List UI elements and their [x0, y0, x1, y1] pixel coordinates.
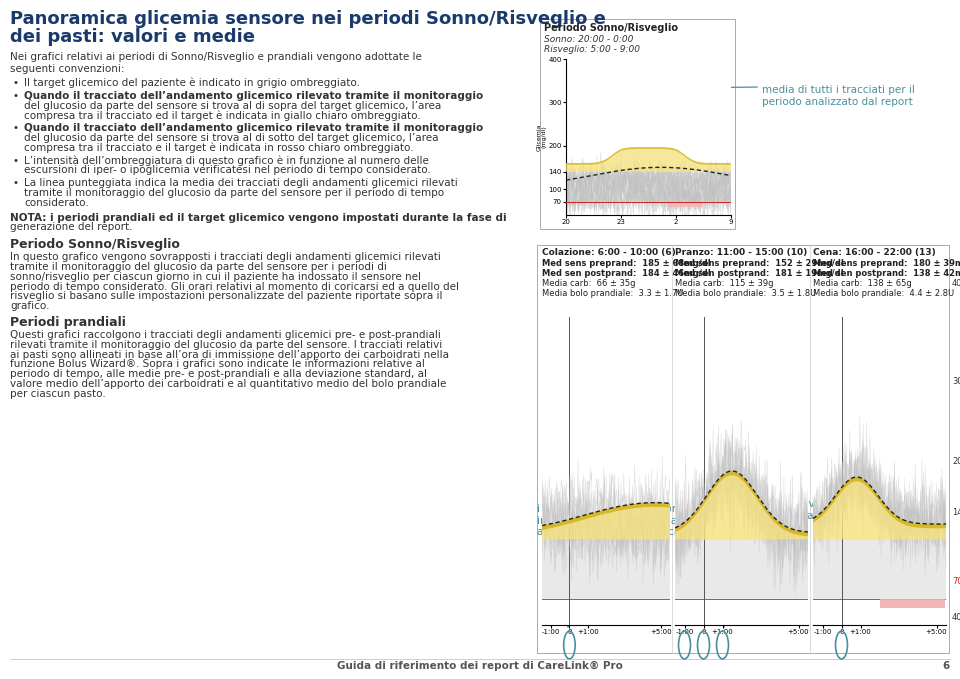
Text: •: •: [12, 123, 18, 133]
Text: dei pasti: valori e medie: dei pasti: valori e medie: [10, 28, 255, 46]
Text: •: •: [12, 178, 18, 188]
Text: Periodi prandiali: Periodi prandiali: [10, 316, 126, 329]
Text: per ciascun pasto.: per ciascun pasto.: [10, 389, 106, 399]
Text: Risveglio: 5:00 - 9:00: Risveglio: 5:00 - 9:00: [544, 45, 640, 54]
Text: •: •: [12, 78, 18, 88]
Text: Quando il tracciato dell’andamento glicemico rilevato tramite il monitoraggio: Quando il tracciato dell’andamento glice…: [24, 91, 483, 100]
Text: Sonno: 20:00 - 0:00: Sonno: 20:00 - 0:00: [544, 35, 634, 44]
Text: Il target glicemico del paziente è indicato in grigio ombreggiato.: Il target glicemico del paziente è indic…: [24, 78, 360, 88]
Text: Med sen postprand:  181 ± 19mg/dl: Med sen postprand: 181 ± 19mg/dl: [675, 269, 844, 278]
Text: del glucosio da parte del sensore si trova al di sopra del target glicemico, l’a: del glucosio da parte del sensore si tro…: [24, 100, 442, 111]
Text: funzione Bolus Wizard®. Sopra i grafici sono indicate le informazioni relative a: funzione Bolus Wizard®. Sopra i grafici …: [10, 359, 425, 369]
Text: L’intensità dell’ombreggiatura di questo grafico è in funzione al numero delle: L’intensità dell’ombreggiatura di questo…: [24, 155, 429, 166]
Bar: [813, 539, 946, 600]
Text: Pranzo: 11:00 - 15:00 (10): Pranzo: 11:00 - 15:00 (10): [675, 248, 807, 257]
Bar: [542, 539, 670, 600]
Text: escursioni di iper- o ipoglicemia verificatesi nel periodo di tempo considerato.: escursioni di iper- o ipoglicemia verifi…: [24, 166, 431, 175]
Text: Med sens preprand:  152 ± 29mg/dl: Med sens preprand: 152 ± 29mg/dl: [675, 259, 844, 268]
Text: Med sens preprand:  180 ± 39mg/dl: Med sens preprand: 180 ± 39mg/dl: [813, 259, 960, 268]
Text: •: •: [12, 155, 18, 166]
Text: Nei grafici relativi ai periodi di Sonno/Risveglio e prandiali vengono adottate : Nei grafici relativi ai periodi di Sonno…: [10, 52, 421, 73]
Text: sonno/risveglio per ciascun giorno in cui il paziente ha indossato il sensore ne: sonno/risveglio per ciascun giorno in cu…: [10, 272, 421, 282]
Text: media di tutti i tracciati per il
periodo analizzato dal report: media di tutti i tracciati per il period…: [762, 85, 915, 107]
Text: periodo di tempo considerato. Gli orari relativi al momento di coricarsi ed a qu: periodo di tempo considerato. Gli orari …: [10, 282, 459, 291]
Text: Panoramica glicemia sensore nei periodi Sonno/Risveglio e: Panoramica glicemia sensore nei periodi …: [10, 10, 606, 28]
Text: Media bolo prandiale:  3.3 ± 1.7U: Media bolo prandiale: 3.3 ± 1.7U: [542, 289, 684, 298]
Text: ai pasti sono allineati in base all’ora di immissione dell’apporto dei carboidra: ai pasti sono allineati in base all’ora …: [10, 350, 449, 360]
Text: periodo di tempo, alle medie pre- e post-prandiali e alla deviazione standard, a: periodo di tempo, alle medie pre- e post…: [10, 369, 427, 379]
Text: Med sen postprand:  138 ± 42mg/dl: Med sen postprand: 138 ± 42mg/dl: [813, 269, 960, 278]
Text: In questo grafico vengono sovrapposti i tracciati degli andamenti glicemici rile: In questo grafico vengono sovrapposti i …: [10, 252, 441, 262]
Text: compresa tra il tracciato e il target è indicata in rosso chiaro ombreggiato.: compresa tra il tracciato e il target è …: [24, 143, 414, 153]
Text: 70: 70: [952, 577, 960, 586]
Text: Med sens preprand:  185 ± 68mg/dl: Med sens preprand: 185 ± 68mg/dl: [542, 259, 710, 268]
Text: tramite il monitoraggio del glucosio da parte del sensore per il periodo di temp: tramite il monitoraggio del glucosio da …: [24, 188, 444, 198]
Text: Guida di riferimento dei report di CareLink® Pro: Guida di riferimento dei report di CareL…: [337, 661, 623, 671]
Text: Med sen postprand:  184 ± 46mg/dl: Med sen postprand: 184 ± 46mg/dl: [542, 269, 710, 278]
Text: l’ora indicata è relativa alle immissioni dei
carboidrati, anziché all’ora effet: l’ora indicata è relativa alle immission…: [700, 499, 922, 521]
FancyBboxPatch shape: [540, 19, 735, 229]
Text: •: •: [12, 91, 18, 100]
Text: La linea punteggiata indica la media dei tracciati degli andamenti glicemici ril: La linea punteggiata indica la media dei…: [24, 178, 458, 188]
Text: generazione del report.: generazione del report.: [10, 223, 132, 232]
Text: grafico.: grafico.: [10, 301, 50, 311]
Text: 140: 140: [952, 508, 960, 517]
Text: 40: 40: [952, 612, 960, 621]
Text: Colazione: 6:00 - 10:00 (6): Colazione: 6:00 - 10:00 (6): [542, 248, 676, 257]
Bar: [675, 539, 808, 600]
Text: Media carb:  138 ± 65g: Media carb: 138 ± 65g: [813, 279, 912, 288]
Text: Media carb:  66 ± 35g: Media carb: 66 ± 35g: [542, 279, 636, 288]
Text: Media bolo prandiale:  3.5 ± 1.8U: Media bolo prandiale: 3.5 ± 1.8U: [675, 289, 816, 298]
Text: Media bolo prandiale:  4.4 ± 2.8U: Media bolo prandiale: 4.4 ± 2.8U: [813, 289, 954, 298]
Text: considerato.: considerato.: [24, 198, 88, 208]
Text: tramite il monitoraggio del glucosio da parte del sensore per i periodi di: tramite il monitoraggio del glucosio da …: [10, 262, 387, 272]
Text: Cena: 16:00 - 22:00 (13): Cena: 16:00 - 22:00 (13): [813, 248, 936, 257]
Text: Quando il tracciato dell’andamento glicemico rilevato tramite il monitoraggio: Quando il tracciato dell’andamento glice…: [24, 123, 483, 133]
Text: Questi grafici raccolgono i tracciati degli andamenti glicemici pre- e post-pran: Questi grafici raccolgono i tracciati de…: [10, 330, 441, 340]
Text: NOTA: i periodi prandiali ed il target glicemico vengono impostati durante la fa: NOTA: i periodi prandiali ed il target g…: [10, 213, 507, 223]
Text: 400: 400: [952, 278, 960, 287]
Text: Periodo Sonno/Risveglio: Periodo Sonno/Risveglio: [10, 238, 180, 251]
Text: compresa tra il tracciato ed il target è indicata in giallo chiaro ombreggiato.: compresa tra il tracciato ed il target è…: [24, 111, 420, 121]
Text: 200: 200: [952, 457, 960, 466]
Text: 6: 6: [943, 661, 950, 671]
Text: valore medio dell’apporto dei carboidrati e al quantitativo medio del bolo prand: valore medio dell’apporto dei carboidrat…: [10, 379, 446, 389]
Text: risveglio si basano sulle impostazioni personalizzate del paziente riportate sop: risveglio si basano sulle impostazioni p…: [10, 291, 443, 301]
Text: Media carb:  115 ± 39g: Media carb: 115 ± 39g: [675, 279, 774, 288]
Text: Periodo Sonno/Risveglio: Periodo Sonno/Risveglio: [544, 23, 678, 33]
Text: del glucosio da parte del sensore si trova al di sotto del target glicemico, l’a: del glucosio da parte del sensore si tro…: [24, 133, 439, 143]
Y-axis label: Glicemia
(mg/dl): Glicemia (mg/dl): [536, 124, 547, 151]
Text: rilevati tramite il monitoraggio del glucosio da parte del sensore. I tracciati : rilevati tramite il monitoraggio del glu…: [10, 340, 443, 350]
FancyBboxPatch shape: [537, 245, 949, 653]
Bar: [566, 172, 731, 202]
Text: i tracciati relativi al sensore sono spostati
in modo che i pasti siano allineat: i tracciati relativi al sensore sono spo…: [537, 504, 756, 537]
Text: 300: 300: [952, 377, 960, 386]
